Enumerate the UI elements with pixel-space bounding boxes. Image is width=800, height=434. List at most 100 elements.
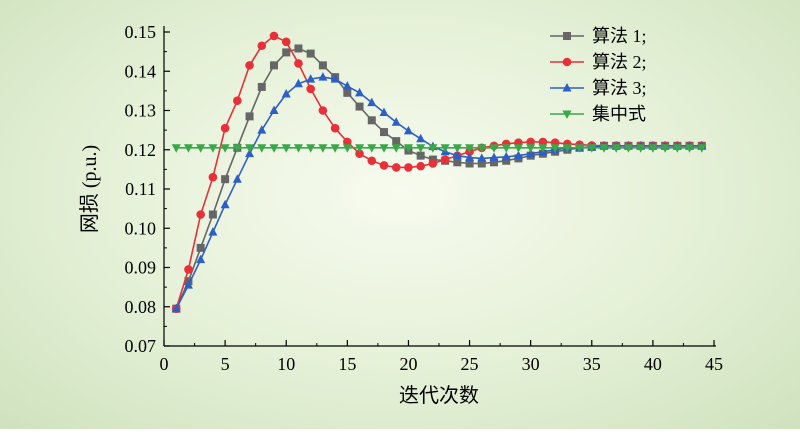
series-4-point — [513, 144, 523, 153]
series-4-point — [599, 144, 609, 153]
series-3-point — [489, 152, 499, 162]
y-tick-label: 0.11 — [125, 179, 156, 199]
series-2-point — [538, 137, 548, 147]
series-3-point — [281, 89, 291, 98]
series-4-point — [623, 144, 633, 153]
series-4-point — [611, 144, 621, 153]
series-4-point — [367, 144, 377, 153]
series-2-point — [379, 161, 389, 170]
legend-item-4: 集中式 — [550, 104, 646, 124]
series-3-point — [293, 78, 303, 88]
tick-labels: 0 5 10 15 20 25 30 35 40 45 0.07 0.08 0.09 0.10 0.11 0.… — [125, 22, 724, 374]
series-2-point — [416, 161, 425, 171]
x-tick-label: 40 — [644, 354, 662, 374]
series-4-point — [196, 144, 206, 153]
series-4-point — [257, 144, 267, 153]
series-4-point — [587, 144, 597, 153]
legend-marker — [563, 32, 571, 40]
series-2-point — [294, 59, 303, 68]
series-1-point — [355, 102, 364, 111]
series-4-point — [538, 144, 548, 153]
series-3-point — [306, 74, 316, 83]
x-tick-label: 10 — [277, 354, 295, 374]
series-3-point — [220, 199, 230, 209]
series-2-point — [355, 149, 364, 158]
series-4-point — [281, 144, 291, 153]
legend-marker — [562, 83, 572, 92]
series-4-point — [403, 144, 413, 153]
series-4-point — [355, 144, 365, 153]
series-2-point — [343, 137, 352, 147]
series-2-point — [245, 61, 254, 70]
legend: 算法 1; 算法 2; 算法 3; 集中式 — [550, 26, 647, 124]
y-tick-label: 0.09 — [125, 258, 157, 278]
series-3-point — [232, 174, 242, 183]
y-tick-label: 0.07 — [125, 336, 157, 356]
series-4-point — [489, 144, 499, 153]
series-3-point — [342, 81, 352, 90]
series-1-point — [392, 137, 401, 146]
series-3-point — [269, 105, 279, 114]
legend-label: 算法 3; — [592, 78, 647, 98]
series-4-point — [391, 144, 401, 153]
series-layer — [171, 31, 707, 314]
series-3-point — [416, 133, 426, 143]
series-2-point — [440, 155, 450, 164]
series-3-point — [245, 148, 255, 158]
series-2-line — [175, 34, 702, 309]
legend-label: 集中式 — [592, 104, 646, 124]
series-3-point — [526, 148, 536, 158]
legend-item-3: 算法 3; — [550, 78, 647, 98]
series-4-point — [330, 144, 340, 153]
series-2-point — [428, 159, 438, 168]
x-tick-label: 0 — [160, 354, 169, 374]
series-3-point — [452, 150, 462, 160]
series-1-point — [367, 116, 376, 125]
series-1-point — [465, 159, 474, 168]
x-tick-label: 15 — [338, 354, 356, 374]
y-tick-label: 0.10 — [125, 218, 157, 238]
series-1-point — [477, 159, 486, 168]
series-1-point — [453, 158, 462, 167]
series-1-point — [318, 61, 327, 70]
series-3-point — [257, 125, 267, 134]
series-2-point — [257, 41, 267, 51]
legend-item-1: 算法 1; — [550, 26, 647, 46]
x-tick-label: 25 — [461, 354, 479, 374]
series-4-point — [672, 144, 682, 153]
series-3-point — [477, 153, 487, 162]
y-axis-title: 网损 (p.u.) — [78, 145, 101, 233]
series-1-point — [270, 61, 278, 70]
series-4-point — [575, 144, 585, 153]
series-4-point — [416, 144, 426, 153]
x-tick-label: 5 — [221, 354, 230, 374]
series-3-point — [318, 72, 328, 81]
series-2-point — [208, 172, 218, 182]
series-4-point — [465, 144, 475, 153]
series-4-point — [183, 144, 193, 153]
series-4-point — [452, 144, 462, 153]
series-2 — [171, 31, 707, 314]
x-tick-label: 30 — [522, 354, 540, 374]
series-2-point — [184, 265, 193, 274]
series-1-point — [257, 82, 266, 91]
series-3-point — [355, 87, 365, 97]
series-1-point — [196, 243, 205, 252]
series-4-point — [220, 144, 230, 153]
series-4-point — [440, 144, 450, 153]
series-3-point — [391, 117, 401, 126]
y-tick-label: 0.08 — [125, 297, 157, 317]
axes — [163, 26, 716, 347]
series-1-point — [490, 158, 498, 167]
legend-label: 算法 1; — [592, 26, 647, 46]
series-1-point — [502, 156, 511, 165]
series-1-point — [380, 128, 388, 137]
series-4-point — [342, 144, 352, 153]
series-1-point — [245, 112, 254, 121]
series-1-point — [343, 88, 352, 97]
x-axis-title: 迭代次数 — [399, 384, 479, 407]
series-4-point — [428, 144, 438, 153]
legend-marker — [562, 110, 572, 119]
